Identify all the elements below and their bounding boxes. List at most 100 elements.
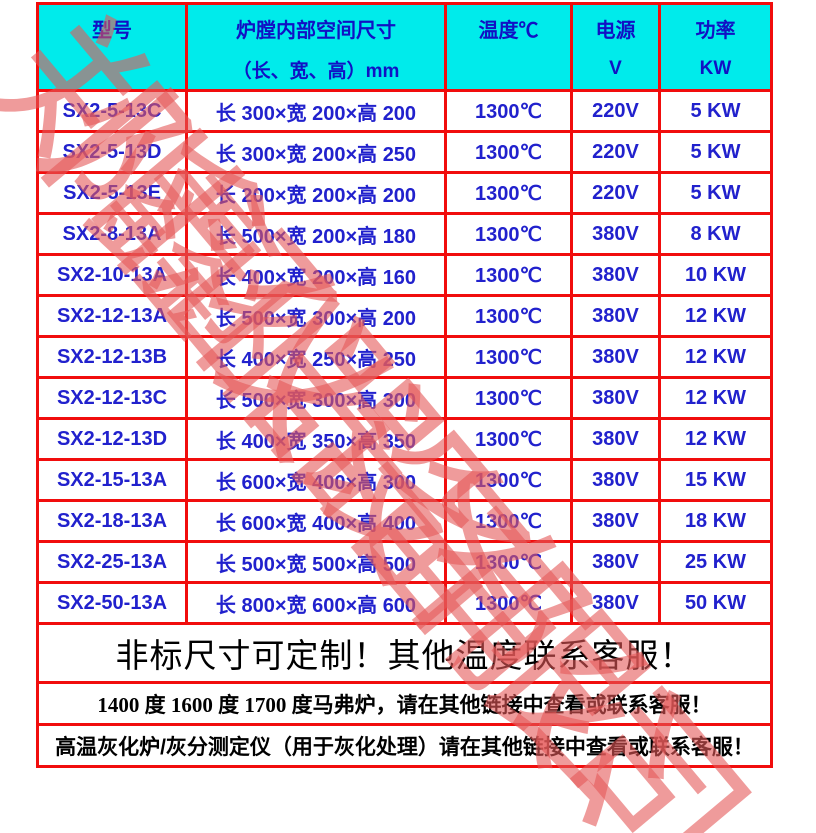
header-temp-label: 温度℃ xyxy=(478,19,539,42)
power-cell: 5 KW xyxy=(658,171,773,215)
dims-cell: 长 400×宽 250×高 250 xyxy=(185,335,447,379)
temp-cell: 1300℃ xyxy=(444,499,573,543)
power-cell: 50 KW xyxy=(658,581,773,625)
table-row: SX2-12-13A 长 500×宽 300×高 200 1300℃ 380V … xyxy=(36,294,773,338)
header-voltage-line2: V xyxy=(609,58,622,79)
table-row: SX2-50-13A 长 800×宽 600×高 600 1300℃ 380V … xyxy=(36,581,773,625)
header-model-label: 型号 xyxy=(92,19,132,42)
power-cell: 12 KW xyxy=(658,417,773,461)
model-cell: SX2-12-13D xyxy=(36,417,188,461)
dims-cell: 长 600×宽 400×高 400 xyxy=(185,499,447,543)
voltage-cell: 380V xyxy=(570,499,661,543)
header-temperature: 温度℃ xyxy=(444,2,573,92)
voltage-cell: 380V xyxy=(570,212,661,256)
voltage-cell: 380V xyxy=(570,540,661,584)
power-cell: 10 KW xyxy=(658,253,773,297)
voltage-cell: 220V xyxy=(570,130,661,174)
header-power: 功率 KW xyxy=(658,2,773,92)
power-cell: 18 KW xyxy=(658,499,773,543)
voltage-cell: 380V xyxy=(570,417,661,461)
voltage-cell: 380V xyxy=(570,253,661,297)
model-cell: SX2-50-13A xyxy=(36,581,188,625)
temp-cell: 1300℃ xyxy=(444,540,573,584)
note-row-other-temps: 1400 度 1600 度 1700 度马弗炉，请在其他链接中查看或联系客服！ xyxy=(36,681,773,726)
model-cell: SX2-18-13A xyxy=(36,499,188,543)
note-row-ashing-furnace: 高温灰化炉/灰分测定仪（用于灰化处理）请在其他链接中查看或联系客服！ xyxy=(36,723,773,768)
dims-cell: 长 300×宽 200×高 200 xyxy=(185,89,447,133)
voltage-cell: 220V xyxy=(570,171,661,215)
table-row: SX2-5-13E 长 200×宽 200×高 200 1300℃ 220V 5… xyxy=(36,171,773,215)
temp-cell: 1300℃ xyxy=(444,212,573,256)
dims-cell: 长 400×宽 350×高 350 xyxy=(185,417,447,461)
power-cell: 5 KW xyxy=(658,130,773,174)
temp-cell: 1300℃ xyxy=(444,417,573,461)
header-power-line1: 功率 xyxy=(695,19,736,42)
voltage-cell: 380V xyxy=(570,458,661,502)
voltage-cell: 380V xyxy=(570,581,661,625)
model-cell: SX2-5-13C xyxy=(36,89,188,133)
header-dimensions: 炉膛内部空间尺寸 （长、宽、高）mm xyxy=(185,2,447,92)
table-row: SX2-10-13A 长 400×宽 200×高 160 1300℃ 380V … xyxy=(36,253,773,297)
voltage-cell: 380V xyxy=(570,376,661,420)
power-cell: 5 KW xyxy=(658,89,773,133)
table-body: SX2-5-13C 长 300×宽 200×高 200 1300℃ 220V 5… xyxy=(36,89,773,625)
header-model: 型号 xyxy=(36,2,188,92)
dims-cell: 长 500×宽 300×高 300 xyxy=(185,376,447,420)
table-row: SX2-25-13A 长 500×宽 500×高 500 1300℃ 380V … xyxy=(36,540,773,584)
power-cell: 12 KW xyxy=(658,335,773,379)
header-voltage: 电源 V xyxy=(570,2,661,92)
power-cell: 8 KW xyxy=(658,212,773,256)
temp-cell: 1300℃ xyxy=(444,458,573,502)
temp-cell: 1300℃ xyxy=(444,130,573,174)
temp-cell: 1300℃ xyxy=(444,335,573,379)
dims-cell: 长 400×宽 200×高 160 xyxy=(185,253,447,297)
note-row-custom-size: 非标尺寸可定制！其他温度联系客服！ xyxy=(36,622,773,684)
power-cell: 25 KW xyxy=(658,540,773,584)
model-cell: SX2-10-13A xyxy=(36,253,188,297)
table-row: SX2-12-13B 长 400×宽 250×高 250 1300℃ 380V … xyxy=(36,335,773,379)
voltage-cell: 380V xyxy=(570,335,661,379)
note-custom-size-text: 非标尺寸可定制！其他温度联系客服！ xyxy=(36,622,773,684)
model-cell: SX2-15-13A xyxy=(36,458,188,502)
dims-cell: 长 600×宽 400×高 300 xyxy=(185,458,447,502)
table-row: SX2-5-13C 长 300×宽 200×高 200 1300℃ 220V 5… xyxy=(36,89,773,133)
temp-cell: 1300℃ xyxy=(444,253,573,297)
power-cell: 15 KW xyxy=(658,458,773,502)
note-other-temps-text: 1400 度 1600 度 1700 度马弗炉，请在其他链接中查看或联系客服！ xyxy=(36,681,773,726)
power-cell: 12 KW xyxy=(658,294,773,338)
power-cell: 12 KW xyxy=(658,376,773,420)
model-cell: SX2-25-13A xyxy=(36,540,188,584)
model-cell: SX2-12-13C xyxy=(36,376,188,420)
table-row: SX2-18-13A 长 600×宽 400×高 400 1300℃ 380V … xyxy=(36,499,773,543)
table-row: SX2-12-13C 长 500×宽 300×高 300 1300℃ 380V … xyxy=(36,376,773,420)
model-cell: SX2-12-13B xyxy=(36,335,188,379)
temp-cell: 1300℃ xyxy=(444,581,573,625)
table-row: SX2-5-13D 长 300×宽 200×高 250 1300℃ 220V 5… xyxy=(36,130,773,174)
temp-cell: 1300℃ xyxy=(444,376,573,420)
furnace-spec-table: 型号 炉膛内部空间尺寸 （长、宽、高）mm 温度℃ 电源 V 功率 KW xyxy=(36,2,773,768)
dims-cell: 长 800×宽 600×高 600 xyxy=(185,581,447,625)
voltage-cell: 380V xyxy=(570,294,661,338)
dims-cell: 长 200×宽 200×高 200 xyxy=(185,171,447,215)
dims-cell: 长 500×宽 200×高 180 xyxy=(185,212,447,256)
dims-cell: 长 500×宽 300×高 200 xyxy=(185,294,447,338)
temp-cell: 1300℃ xyxy=(444,294,573,338)
model-cell: SX2-8-13A xyxy=(36,212,188,256)
table-row: SX2-15-13A 长 600×宽 400×高 300 1300℃ 380V … xyxy=(36,458,773,502)
temp-cell: 1300℃ xyxy=(444,171,573,215)
voltage-cell: 220V xyxy=(570,89,661,133)
model-cell: SX2-5-13E xyxy=(36,171,188,215)
table-row: SX2-12-13D 长 400×宽 350×高 350 1300℃ 380V … xyxy=(36,417,773,461)
header-power-line2: KW xyxy=(699,58,732,79)
header-voltage-line1: 电源 xyxy=(595,19,636,42)
header-dims-line1: 炉膛内部空间尺寸 xyxy=(236,19,396,42)
model-cell: SX2-5-13D xyxy=(36,130,188,174)
table-row: SX2-8-13A 长 500×宽 200×高 180 1300℃ 380V 8… xyxy=(36,212,773,256)
header-row: 型号 炉膛内部空间尺寸 （长、宽、高）mm 温度℃ 电源 V 功率 KW xyxy=(36,2,773,92)
dims-cell: 长 500×宽 500×高 500 xyxy=(185,540,447,584)
temp-cell: 1300℃ xyxy=(444,89,573,133)
model-cell: SX2-12-13A xyxy=(36,294,188,338)
header-dims-line2: （长、宽、高）mm xyxy=(232,60,400,82)
note-ashing-furnace-text: 高温灰化炉/灰分测定仪（用于灰化处理）请在其他链接中查看或联系客服！ xyxy=(36,723,773,768)
